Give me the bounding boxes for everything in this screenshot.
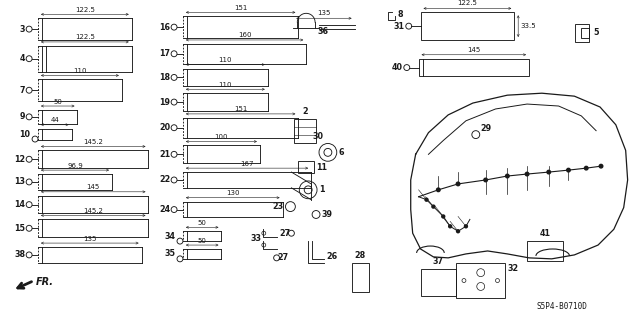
Text: 37: 37 <box>433 257 444 266</box>
Text: 1: 1 <box>319 185 324 194</box>
Text: 34: 34 <box>164 232 175 241</box>
Text: 96.9: 96.9 <box>67 163 83 169</box>
Bar <box>351 263 369 293</box>
Circle shape <box>506 174 509 178</box>
Text: 135: 135 <box>83 236 97 241</box>
Text: 8: 8 <box>398 10 404 19</box>
Text: 9: 9 <box>20 112 25 121</box>
Text: 2: 2 <box>302 107 308 116</box>
Bar <box>575 24 589 42</box>
Text: 15: 15 <box>14 224 25 233</box>
Text: 3: 3 <box>20 25 25 33</box>
Text: 21: 21 <box>159 150 170 159</box>
Circle shape <box>465 225 467 228</box>
Text: 31: 31 <box>394 22 404 31</box>
Circle shape <box>547 170 550 174</box>
Circle shape <box>436 188 440 192</box>
Text: 160: 160 <box>238 33 252 39</box>
Text: 19: 19 <box>159 98 170 107</box>
Text: 151: 151 <box>234 107 247 112</box>
Bar <box>420 269 456 296</box>
Text: 20: 20 <box>159 123 170 132</box>
Circle shape <box>484 178 488 182</box>
Text: 33.5: 33.5 <box>520 23 536 29</box>
Text: 145.2: 145.2 <box>83 208 103 214</box>
Text: 40: 40 <box>392 63 403 72</box>
Text: 24: 24 <box>159 205 170 214</box>
Circle shape <box>584 167 588 170</box>
Text: 100: 100 <box>214 134 228 140</box>
Text: 110: 110 <box>219 57 232 63</box>
Text: 135: 135 <box>317 10 331 16</box>
Text: 7: 7 <box>20 86 25 95</box>
Text: 110: 110 <box>73 68 86 74</box>
Text: 23: 23 <box>273 202 284 211</box>
Text: 50: 50 <box>198 238 207 244</box>
Circle shape <box>566 168 570 172</box>
Text: 33: 33 <box>251 234 262 243</box>
Text: 39: 39 <box>322 210 333 219</box>
Text: 122.5: 122.5 <box>458 0 477 6</box>
Text: 22: 22 <box>159 175 170 184</box>
Text: 14: 14 <box>14 200 25 209</box>
Text: S5P4-B0710D: S5P4-B0710D <box>537 302 588 311</box>
Text: 11: 11 <box>316 163 327 172</box>
Text: 145: 145 <box>467 47 481 53</box>
Circle shape <box>456 230 460 233</box>
Text: 145: 145 <box>86 184 100 190</box>
Text: FR.: FR. <box>36 277 54 286</box>
Text: 35: 35 <box>164 249 175 258</box>
Text: 28: 28 <box>355 251 366 260</box>
Text: 4: 4 <box>20 54 25 63</box>
Text: 17: 17 <box>159 49 170 58</box>
Circle shape <box>525 172 529 176</box>
Text: 27: 27 <box>279 229 291 238</box>
Circle shape <box>456 182 460 186</box>
Bar <box>456 263 506 298</box>
Bar <box>294 119 316 143</box>
Text: 10: 10 <box>19 130 30 139</box>
Text: 32: 32 <box>508 264 518 273</box>
Text: 12: 12 <box>14 155 25 164</box>
Text: 27: 27 <box>278 253 289 262</box>
Text: 18: 18 <box>159 73 170 82</box>
Text: 50: 50 <box>53 99 62 105</box>
Text: 50: 50 <box>198 220 207 226</box>
Bar <box>581 28 589 38</box>
Text: 145.2: 145.2 <box>83 139 103 145</box>
Text: 13: 13 <box>14 177 25 186</box>
Text: 5: 5 <box>593 27 598 37</box>
Bar <box>419 59 529 77</box>
Circle shape <box>599 164 603 168</box>
Bar <box>527 241 563 261</box>
Text: 29: 29 <box>481 124 492 133</box>
Text: 110: 110 <box>219 82 232 88</box>
Circle shape <box>425 198 428 201</box>
Text: 30: 30 <box>312 132 323 141</box>
Text: 6: 6 <box>339 148 344 157</box>
Text: 41: 41 <box>540 229 550 238</box>
Text: 122.5: 122.5 <box>75 34 95 41</box>
Circle shape <box>432 205 435 208</box>
Circle shape <box>442 215 445 218</box>
Bar <box>420 12 515 40</box>
Text: 167: 167 <box>240 161 254 167</box>
Text: 16: 16 <box>159 23 170 32</box>
Text: 26: 26 <box>326 252 337 261</box>
Text: 44: 44 <box>51 117 59 123</box>
Text: 130: 130 <box>226 190 239 196</box>
Text: 36: 36 <box>317 27 328 36</box>
Text: 151: 151 <box>234 5 247 11</box>
Circle shape <box>449 225 452 228</box>
Text: 38: 38 <box>14 250 25 259</box>
Text: 122.5: 122.5 <box>75 7 95 13</box>
